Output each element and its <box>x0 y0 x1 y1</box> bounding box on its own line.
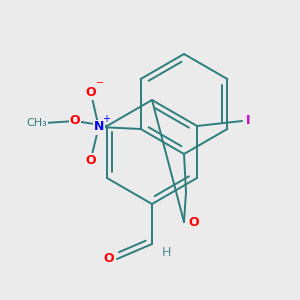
Text: O: O <box>70 115 80 128</box>
Text: O: O <box>104 253 114 266</box>
Text: N: N <box>94 121 104 134</box>
Text: H: H <box>161 245 171 259</box>
Text: O: O <box>85 85 96 98</box>
Text: +: + <box>102 114 110 124</box>
Text: O: O <box>189 215 199 229</box>
Text: CH₃: CH₃ <box>27 118 47 128</box>
Text: I: I <box>246 115 250 128</box>
Text: −: − <box>96 78 104 88</box>
Text: O: O <box>85 154 96 166</box>
